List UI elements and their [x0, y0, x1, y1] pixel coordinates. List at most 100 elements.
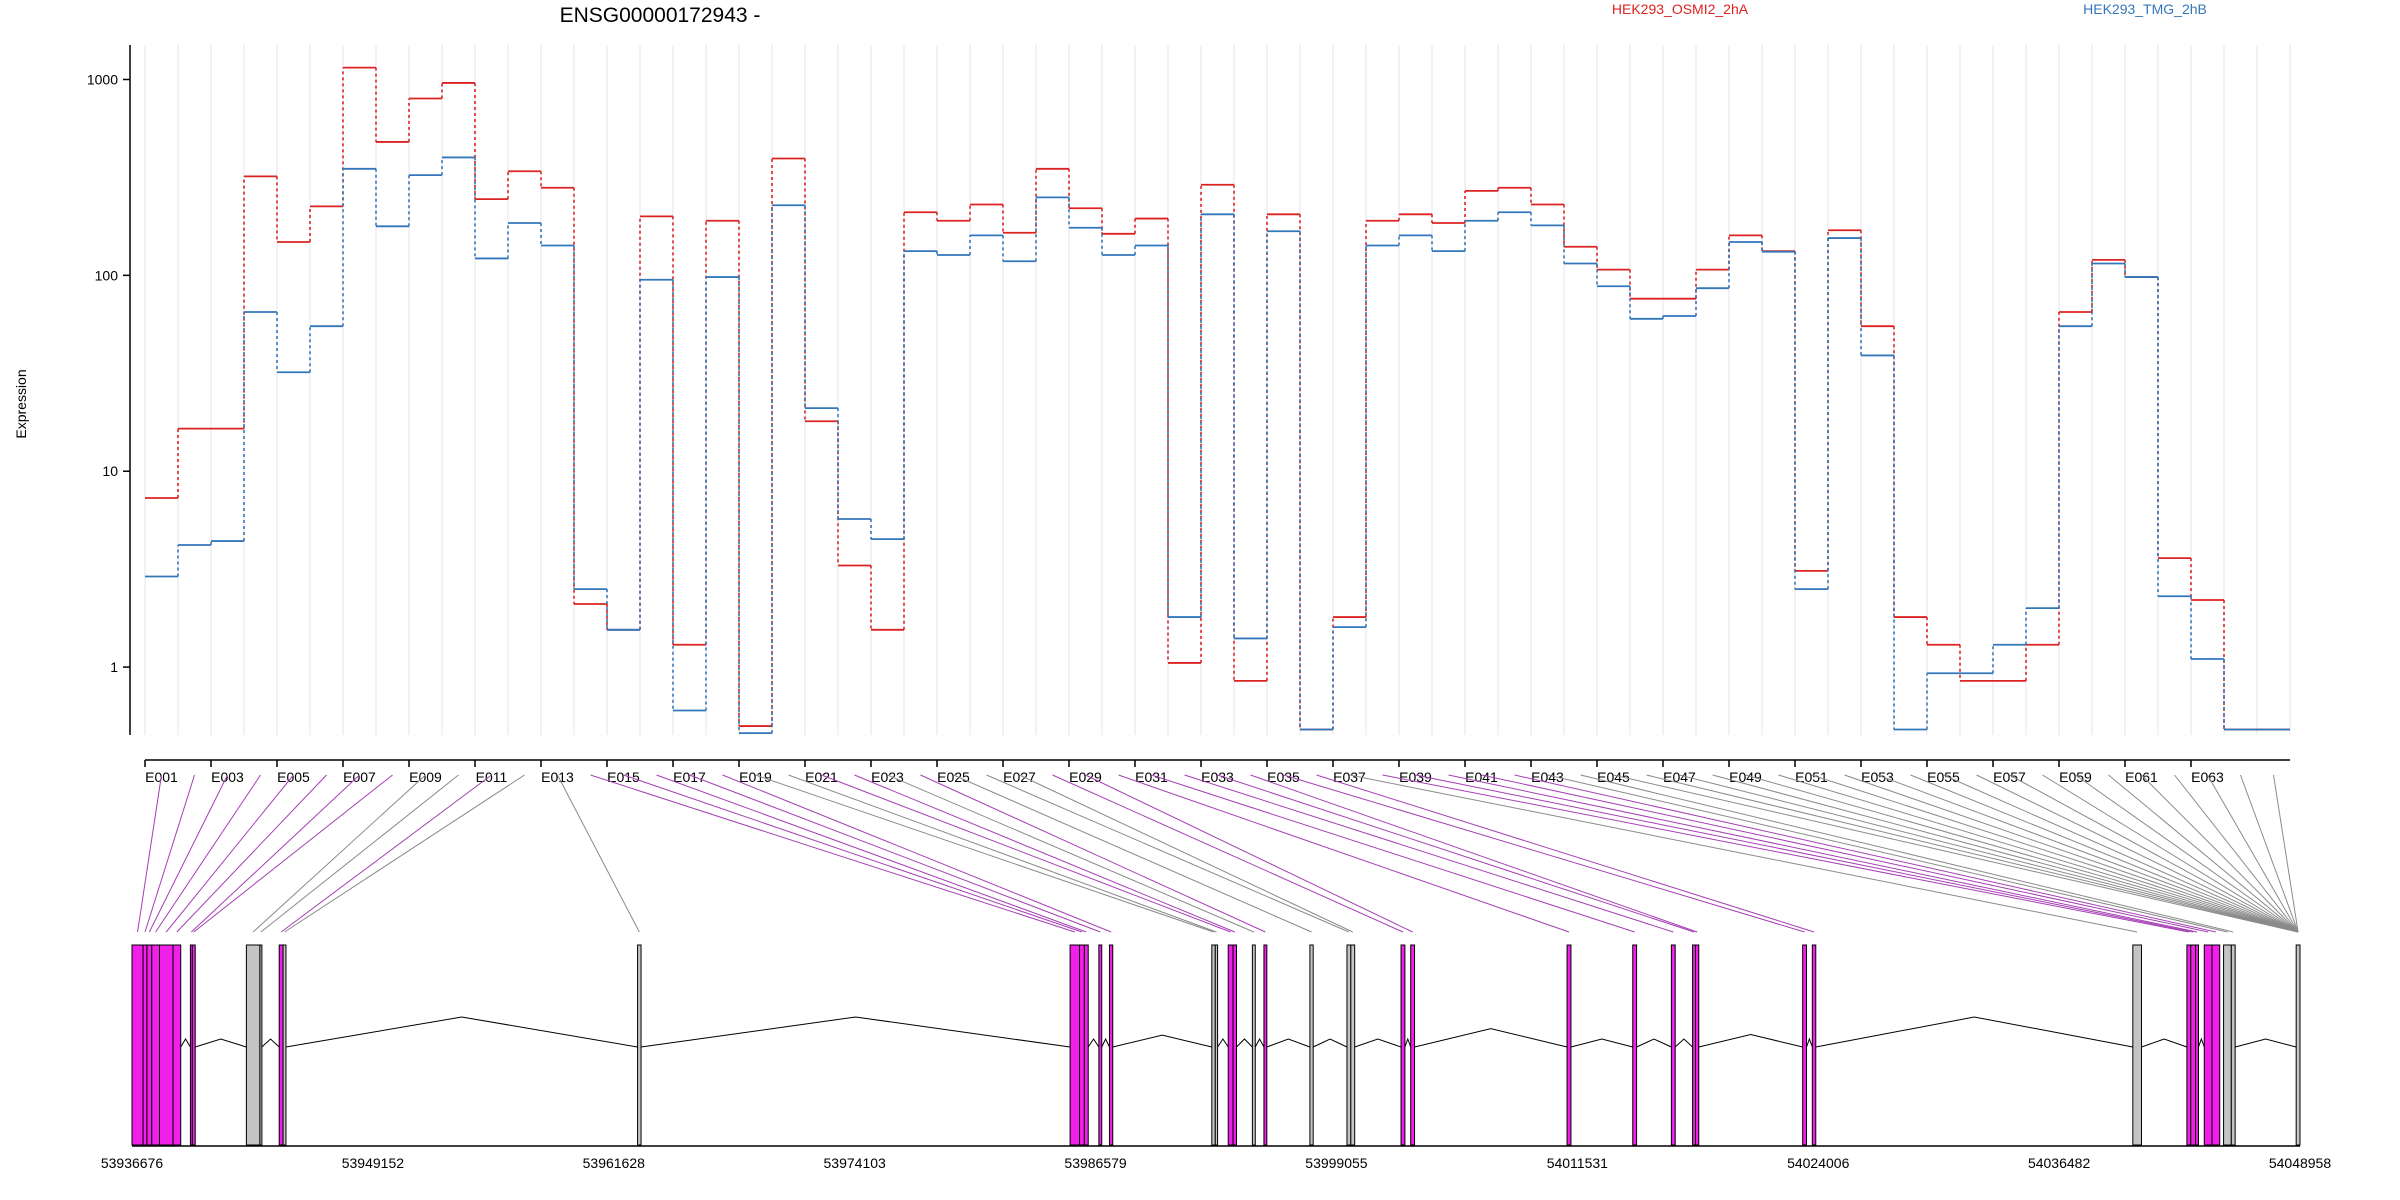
intron-line — [1101, 1037, 1110, 1048]
series-2 — [145, 156, 2290, 735]
intron-line — [1087, 1038, 1100, 1048]
exon-connector — [1349, 774, 2138, 933]
exon-connector — [1283, 774, 1805, 933]
exon-block — [2186, 944, 2192, 1146]
exon-connector — [1415, 774, 2194, 933]
y-tick-label: 10 — [102, 463, 118, 479]
exon-block — [1346, 944, 1352, 1146]
exon-connector — [722, 774, 1112, 933]
exon-connector — [1184, 774, 1674, 933]
exon-block — [245, 944, 261, 1146]
exon-block — [1227, 944, 1234, 1146]
exon-connector — [1316, 774, 1815, 933]
exon-tick-label: E051 — [1795, 769, 1828, 785]
exon-connector — [1217, 774, 1695, 933]
exon-block — [1309, 944, 1314, 1146]
exon-block — [151, 944, 160, 1146]
genome-tick-label: 54011531 — [1547, 1155, 1608, 1171]
exon-block — [2190, 944, 2197, 1146]
exon-connector — [191, 774, 360, 933]
exon-connector — [1646, 774, 2299, 933]
exon-connector — [887, 774, 1255, 933]
exon-block — [1214, 944, 1219, 1146]
exon-tick-label: E005 — [277, 769, 310, 785]
exon-block — [1232, 944, 1238, 1146]
exon-block — [1350, 944, 1356, 1146]
exon-connector — [689, 774, 1101, 933]
exon-connector — [1745, 774, 2299, 933]
exon-connector — [1118, 774, 1570, 933]
intron-line — [1266, 1038, 1311, 1048]
exon-connector — [1250, 774, 1698, 933]
intron-line — [1254, 1037, 1265, 1048]
y-tick-label: 1000 — [87, 71, 118, 87]
exon-block — [2195, 944, 2199, 1146]
exon-tick-label: E007 — [343, 769, 376, 785]
exon-connector — [280, 774, 492, 933]
exon-block — [131, 944, 144, 1146]
exon-connector — [2273, 774, 2299, 933]
exon-tick-label: E017 — [673, 769, 706, 785]
exon-connector — [148, 774, 228, 933]
exon-connector — [656, 774, 1087, 933]
exon-tick-label: E041 — [1465, 769, 1498, 785]
exon-block — [1566, 944, 1572, 1146]
exon-connector — [137, 774, 162, 933]
exon-block — [1211, 944, 1216, 1146]
exon-connector — [1382, 774, 2189, 933]
exon-connector — [1778, 774, 2299, 933]
intron-line — [1217, 1038, 1229, 1048]
intron-line — [180, 1038, 191, 1048]
exon-tick-label: E039 — [1399, 769, 1432, 785]
exon-block — [1400, 944, 1406, 1146]
intron-line — [261, 1038, 280, 1048]
legend-series-1: HEK293_OSMI2_2hA — [1612, 1, 1749, 17]
exon-connector — [788, 774, 1217, 933]
exon-connector — [1448, 774, 2198, 933]
intron-line — [1414, 1028, 1568, 1048]
exon-block — [1410, 944, 1416, 1146]
exon-tick-label: E023 — [871, 769, 904, 785]
intron-line — [2141, 1038, 2188, 1048]
genome-tick-label: 54048958 — [2269, 1155, 2332, 1171]
exon-connector — [2108, 774, 2299, 933]
exon-connector — [590, 774, 1075, 933]
exon-connector — [155, 774, 261, 933]
exon-tick-label: E003 — [211, 769, 244, 785]
exon-connector — [193, 774, 393, 933]
exon-connector — [986, 774, 1350, 933]
exon-connector — [1580, 774, 2234, 933]
exon-connector — [165, 774, 294, 933]
exon-tick-label: E021 — [805, 769, 838, 785]
genome-tick-label: 54036482 — [2028, 1155, 2091, 1171]
exon-connector — [920, 774, 1266, 933]
exon-connector — [1943, 774, 2299, 933]
exon-connector — [953, 774, 1312, 933]
intron-line — [1636, 1038, 1672, 1048]
exon-connector — [1052, 774, 1404, 933]
exon-block — [1108, 944, 1114, 1146]
intron-line — [1674, 1038, 1693, 1048]
y-tick-label: 100 — [95, 267, 119, 283]
series-1 — [145, 66, 2290, 731]
exon-block — [2211, 944, 2221, 1146]
exon-connector — [2141, 774, 2299, 933]
intron-line — [285, 1016, 638, 1048]
exon-tick-label: E015 — [607, 769, 640, 785]
exon-tick-label: E011 — [476, 769, 508, 785]
genome-tick-label: 54024006 — [1787, 1155, 1850, 1171]
exon-tick-label: E061 — [2125, 769, 2158, 785]
genome-tick-label: 53974103 — [824, 1155, 887, 1171]
exon-block — [1083, 944, 1089, 1146]
exon-connector — [557, 774, 640, 933]
exon-block — [1694, 944, 1700, 1146]
exon-block — [2203, 944, 2213, 1146]
intron-line — [640, 1016, 1071, 1048]
genome-tick-label: 53999055 — [1305, 1155, 1368, 1171]
exon-connector — [1085, 774, 1413, 933]
exon-connector — [854, 774, 1235, 933]
intron-line — [195, 1038, 247, 1048]
exon-block — [1079, 944, 1085, 1146]
genome-tick-label: 53961628 — [583, 1155, 646, 1171]
intron-line — [2235, 1038, 2297, 1048]
